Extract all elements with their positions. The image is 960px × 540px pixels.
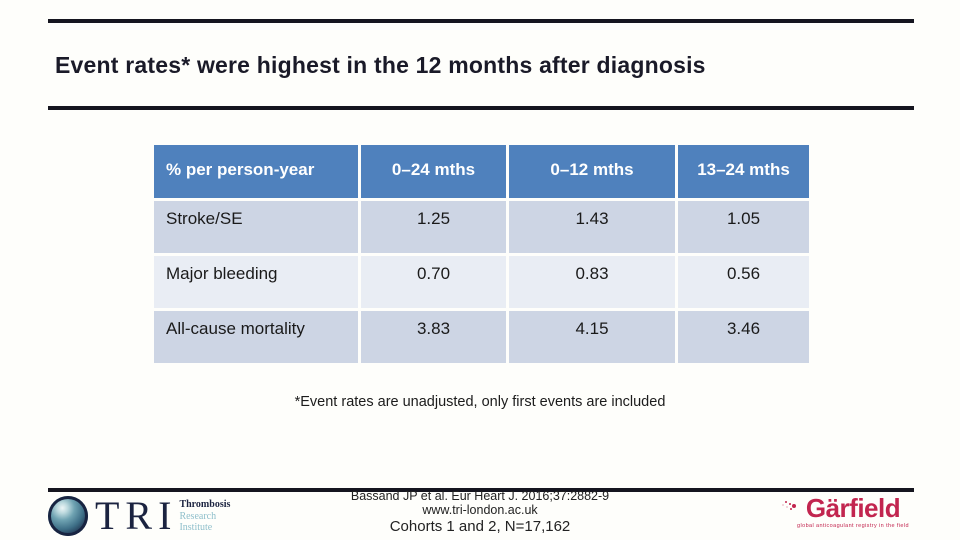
tri-globe-icon bbox=[48, 496, 88, 536]
event-rates-table: % per person-year 0–24 mths 0–12 mths 13… bbox=[154, 145, 809, 363]
row-label: All-cause mortality bbox=[154, 311, 358, 363]
table-cell: 3.46 bbox=[678, 311, 809, 363]
table-cell: 1.05 bbox=[678, 201, 809, 253]
table-cell: 1.43 bbox=[509, 201, 675, 253]
table-header-13-24: 13–24 mths bbox=[678, 145, 809, 198]
footer-divider bbox=[48, 488, 914, 492]
comet-dots-icon bbox=[791, 504, 796, 508]
row-label: Stroke/SE bbox=[154, 201, 358, 253]
table-header-metric: % per person-year bbox=[154, 145, 358, 198]
page-title: Event rates* were highest in the 12 mont… bbox=[55, 52, 706, 78]
tri-acronym: TRI bbox=[95, 493, 178, 538]
footnote: *Event rates are unadjusted, only first … bbox=[294, 394, 666, 410]
table-cell: 3.83 bbox=[361, 311, 506, 363]
row-label: Major bleeding bbox=[154, 256, 358, 308]
garfield-wordmark: Gärfield bbox=[791, 495, 901, 521]
citation-cohorts: Cohorts 1 and 2, N=17,162 bbox=[389, 518, 571, 535]
table-cell: 0.83 bbox=[509, 256, 675, 308]
table-cell: 4.15 bbox=[509, 311, 675, 363]
tri-line-research: Research bbox=[179, 510, 217, 522]
tri-line-thrombosis: Thrombosis bbox=[179, 499, 231, 510]
citation-reference: Bassand JP et al. Eur Heart J. 2016;37:2… bbox=[350, 489, 610, 503]
tri-logo-text: Thrombosis Research Institute bbox=[179, 496, 230, 534]
title-divider bbox=[48, 106, 914, 110]
table-header-0-24: 0–24 mths bbox=[361, 145, 506, 198]
top-divider bbox=[48, 19, 914, 23]
citation-block: Bassand JP et al. Eur Heart J. 2016;37:2… bbox=[230, 489, 730, 536]
table-cell: 0.56 bbox=[678, 256, 809, 308]
table-header-0-12: 0–12 mths bbox=[509, 145, 675, 198]
tri-logo: TRI Thrombosis Research Institute bbox=[48, 496, 230, 536]
table-cell: 0.70 bbox=[361, 256, 506, 308]
citation-url: www.tri-london.ac.uk bbox=[422, 502, 538, 517]
tri-line-institute: Institute bbox=[179, 522, 213, 533]
garfield-tagline: global anticoagulant registry in the fie… bbox=[797, 523, 909, 529]
garfield-logo: Gärfield global anticoagulant registry i… bbox=[788, 495, 918, 530]
table-cell: 1.25 bbox=[361, 201, 506, 253]
